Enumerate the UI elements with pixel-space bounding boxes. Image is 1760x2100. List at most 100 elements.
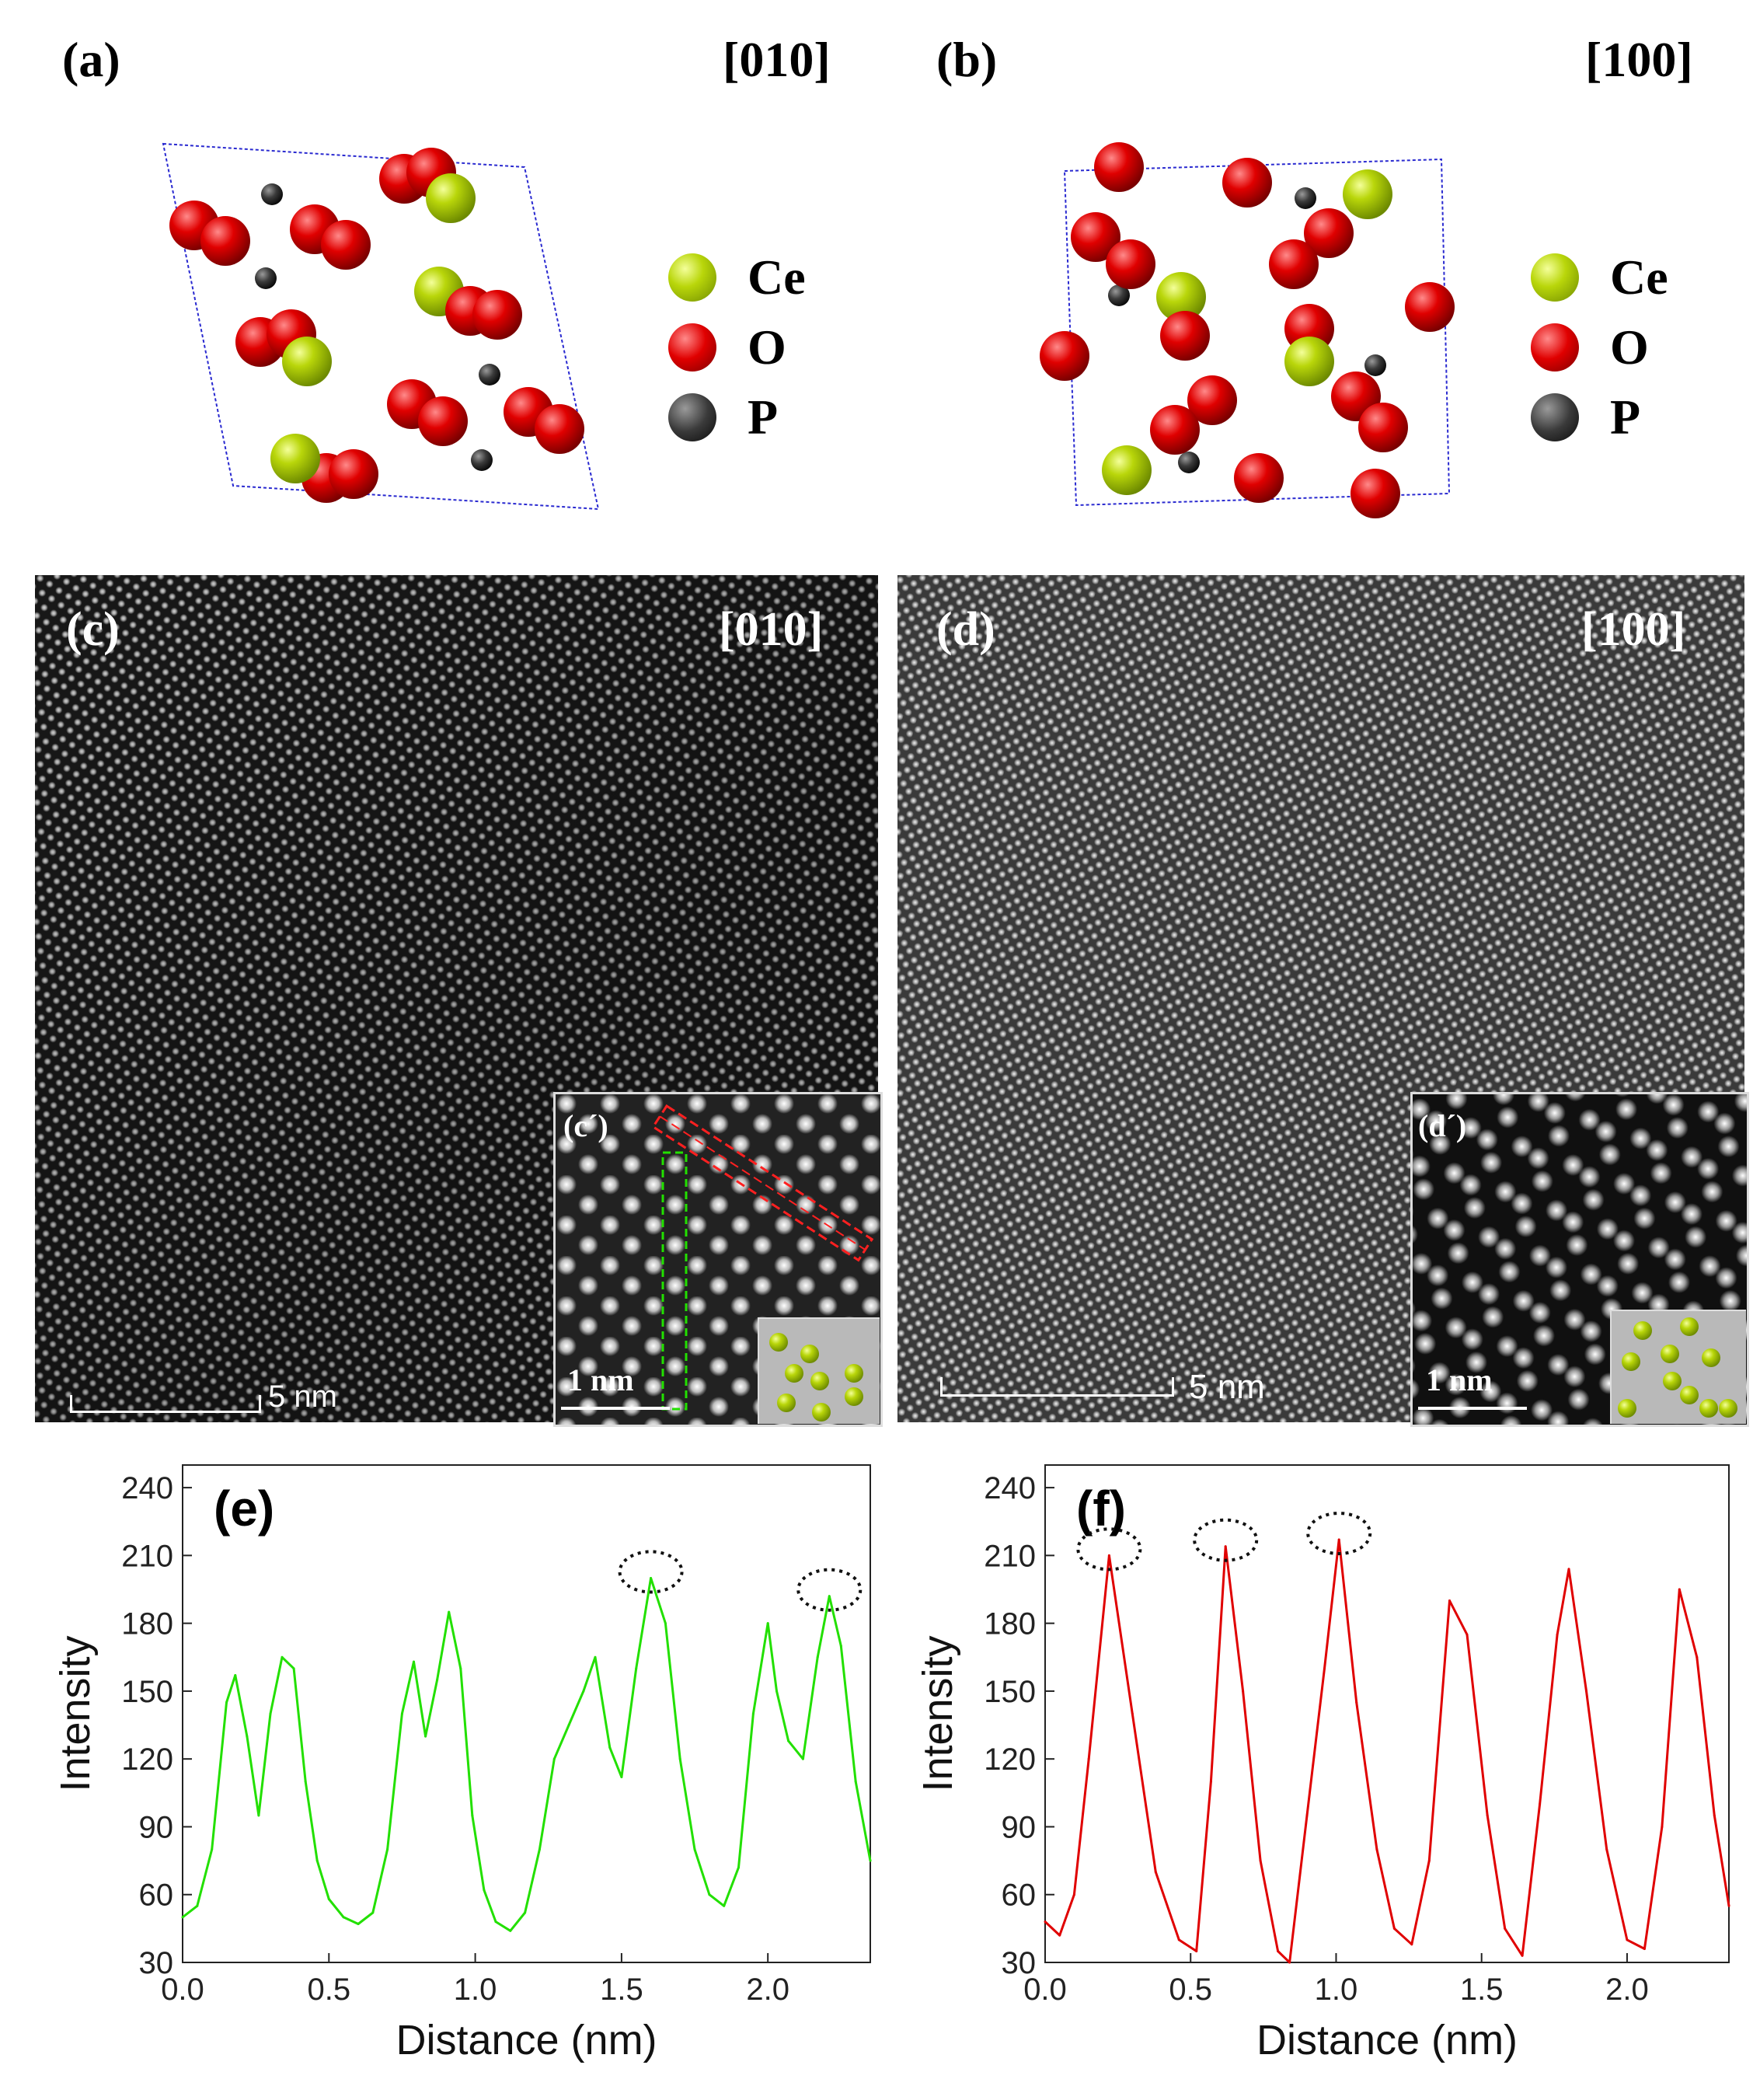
line-profile-chart-f: 30 60 90 120 150 180 210 240 0.0 0.5 1.0 1.5 2.0 Dist…	[915, 1464, 1730, 2063]
inset-scale-label-c: 1 nm	[567, 1362, 634, 1397]
data-point	[751, 1712, 755, 1715]
data-point	[386, 1848, 389, 1851]
data-point	[413, 1660, 416, 1663]
data-point	[1323, 1667, 1326, 1670]
legend-p-a: P	[668, 389, 778, 446]
data-point	[196, 1904, 199, 1907]
data-point	[524, 1911, 527, 1914]
legend-o-a: O	[668, 319, 786, 376]
data-point	[1605, 1848, 1608, 1851]
data-point	[1154, 1871, 1157, 1874]
data-point	[304, 1780, 307, 1783]
direction-label-d: [100]	[1581, 603, 1686, 656]
legend-p-b: P	[1531, 389, 1640, 446]
legend-ce-b: Ce	[1531, 249, 1668, 306]
data-point	[1131, 1712, 1134, 1715]
x-axis-label: Distance (nm)	[396, 2017, 657, 2063]
legend-o-b: O	[1531, 319, 1649, 376]
data-point	[708, 1893, 711, 1896]
scale-bar-d	[940, 1377, 1174, 1397]
inset-scale-bar-c	[561, 1407, 670, 1410]
data-point	[1678, 1588, 1681, 1591]
data-point	[1713, 1814, 1716, 1817]
data-point	[582, 1690, 585, 1693]
scale-bar-c	[70, 1395, 261, 1413]
x-tick-label: 1.5	[600, 1973, 643, 2007]
data-point	[1643, 1948, 1646, 1951]
data-point	[436, 1678, 439, 1681]
data-point	[737, 1866, 741, 1869]
data-point	[1486, 1814, 1489, 1817]
x-tick-label: 2.0	[746, 1973, 789, 2007]
x-tick-label: 1.5	[1460, 1973, 1504, 2007]
inset-label-d-prime: (d´)	[1418, 1108, 1467, 1143]
y-tick-label: 180	[121, 1607, 173, 1641]
x-tick-label: 0.0	[161, 1973, 204, 2007]
peak-highlight-ellipse	[796, 1568, 863, 1612]
data-point	[552, 1757, 556, 1760]
data-point	[269, 1712, 272, 1715]
data-point	[1355, 1701, 1358, 1704]
data-point	[471, 1814, 474, 1817]
data-point	[1410, 1943, 1413, 1946]
data-point	[766, 1622, 769, 1625]
peak-highlight-ellipse	[1306, 1512, 1372, 1555]
unit-cell-outline	[162, 142, 600, 511]
data-point	[1058, 1934, 1061, 1937]
p-atom-icon	[668, 393, 716, 441]
data-point	[257, 1814, 260, 1817]
data-point	[494, 1920, 497, 1924]
data-point	[723, 1904, 726, 1907]
o-atom-icon	[668, 323, 716, 372]
data-point	[1567, 1568, 1570, 1571]
inset-d-prime	[1410, 1092, 1749, 1427]
data-point	[1044, 1920, 1047, 1924]
atoms-b	[1040, 142, 1455, 518]
o-atom-icon	[1531, 323, 1579, 372]
x-tick-label: 2.0	[1605, 1973, 1649, 2007]
green-line-profile-box	[661, 1151, 688, 1411]
data-point	[246, 1735, 249, 1738]
data-point	[315, 1859, 319, 1862]
data-point	[342, 1916, 345, 1919]
data-point	[1305, 1814, 1309, 1817]
data-point	[1277, 1949, 1280, 1952]
data-point	[1392, 1927, 1396, 1930]
data-point	[538, 1848, 541, 1851]
data-point	[787, 1739, 790, 1742]
data-point	[459, 1667, 462, 1670]
data-point	[509, 1929, 512, 1932]
data-point	[816, 1655, 819, 1659]
panel-label-b: (b)	[936, 32, 998, 87]
series-line	[182, 1577, 872, 1932]
data-point	[839, 1645, 842, 1648]
data-point	[1727, 1904, 1730, 1907]
y-axis-label: Intensity	[52, 1635, 99, 1791]
peak-highlight-ellipse	[1193, 1518, 1259, 1562]
direction-label-a: [010]	[723, 32, 831, 87]
data-point	[650, 1576, 653, 1579]
atoms-a	[169, 148, 584, 503]
data-point	[828, 1595, 831, 1598]
data-point	[1288, 1961, 1291, 1964]
scale-label-d: 5 nm	[1189, 1368, 1265, 1406]
data-point	[1466, 1633, 1469, 1636]
y-tick-label: 150	[984, 1675, 1036, 1709]
inset-scale-label-d: 1 nm	[1426, 1362, 1493, 1397]
data-point	[292, 1667, 295, 1670]
direction-label-c: [010]	[719, 603, 824, 656]
data-point	[1521, 1954, 1524, 1957]
inset-atoms-c	[758, 1317, 880, 1424]
data-point	[1107, 1554, 1110, 1557]
y-tick-label: 30	[139, 1946, 174, 1980]
peak-highlight-ellipse	[1076, 1527, 1142, 1572]
x-tick-label: 0.5	[307, 1973, 350, 2007]
ce-atom-icon	[668, 253, 716, 302]
data-point	[483, 1889, 486, 1892]
data-point	[869, 1859, 872, 1862]
y-tick-label: 240	[121, 1471, 173, 1505]
data-point	[1259, 1859, 1262, 1862]
p-atom-icon	[1531, 393, 1579, 441]
panel-label-d: (d)	[936, 603, 995, 656]
y-tick-label: 120	[984, 1742, 1036, 1777]
